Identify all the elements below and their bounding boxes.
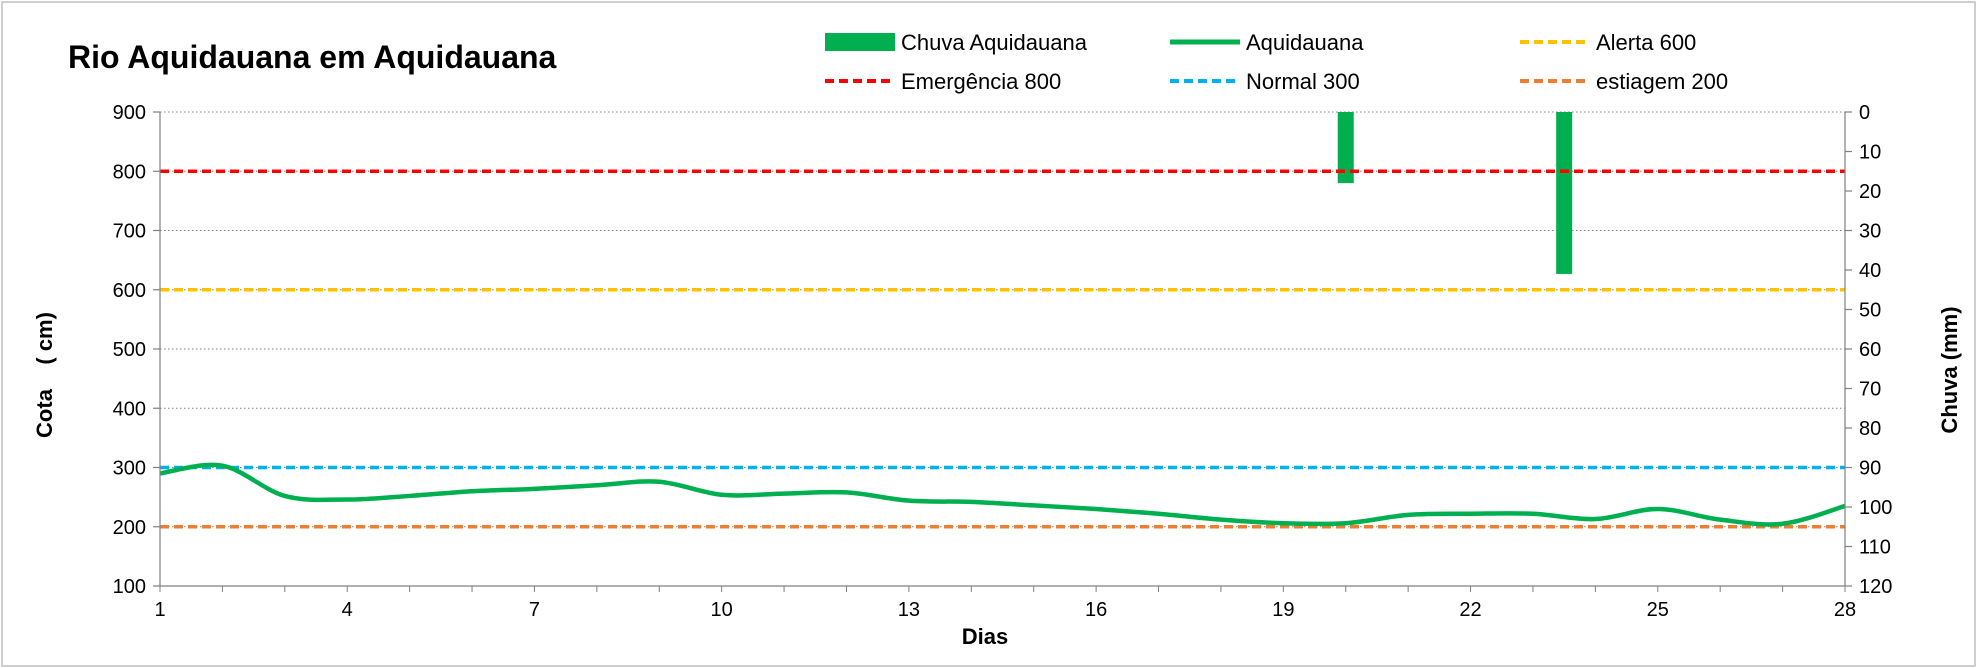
level-series — [159, 462, 1846, 527]
y2-tick-label: 0 — [1859, 102, 1870, 124]
legend-label: Normal 300 — [1246, 69, 1360, 94]
y2-tick-label: 70 — [1859, 379, 1881, 401]
legend-label: Alerta 600 — [1596, 30, 1696, 55]
y2-tick-label: 80 — [1859, 418, 1881, 440]
legend-label: estiagem 200 — [1596, 69, 1728, 94]
y-tick-label: 300 — [113, 458, 146, 480]
x-tick-label: 1 — [154, 599, 165, 621]
x-tick-label: 10 — [711, 599, 733, 621]
x-tick-label: 22 — [1459, 599, 1481, 621]
reference-lines — [160, 169, 1845, 529]
y2-tick-label: 110 — [1859, 537, 1891, 559]
y2-tick-label: 60 — [1859, 339, 1881, 361]
legend-label: Emergência 800 — [901, 69, 1061, 94]
x-tick-label: 16 — [1085, 599, 1107, 621]
y2-tick-label: 100 — [1859, 497, 1892, 519]
rain-bar — [1337, 112, 1354, 184]
y2-tick-label: 120 — [1859, 576, 1892, 598]
y2-tick-label: 40 — [1859, 260, 1881, 282]
chart-title: Rio Aquidauana em Aquidauana — [68, 39, 557, 75]
x-tick-label: 28 — [1834, 599, 1856, 621]
y-tick-label: 800 — [113, 161, 146, 183]
legend: Chuva Aquidauana Aquidauana Alerta 600 Emer… — [825, 30, 1728, 94]
y2-tick-label: 30 — [1859, 221, 1881, 243]
legend-swatch-rain — [825, 33, 895, 51]
y-tick-label: 600 — [113, 280, 146, 302]
y-tick-label: 900 — [113, 102, 146, 124]
x-tick-label: 25 — [1647, 599, 1669, 621]
x-tick-label: 7 — [529, 599, 540, 621]
y-tick-label: 100 — [113, 576, 146, 598]
y-tick-label: 200 — [113, 517, 146, 539]
y2-axis-title: Chuva (mm) — [1937, 306, 1962, 433]
x-tick-label: 19 — [1272, 599, 1294, 621]
y2-tick-label: 20 — [1859, 181, 1881, 203]
rain-bar — [1556, 112, 1573, 274]
y2-tick-label: 10 — [1859, 142, 1881, 164]
legend-label: Aquidauana — [1246, 30, 1364, 55]
y-tick-label: 700 — [113, 221, 146, 243]
axes: 100 200 300 400 500 600 700 800 900 0 10 20 30 40 50 60… — [113, 102, 1893, 621]
level-line — [159, 462, 1846, 527]
x-tick-label: 13 — [898, 599, 920, 621]
x-axis-title: Dias — [962, 624, 1008, 649]
rain-bars — [1337, 112, 1573, 274]
y-axis-title: Cota ( cm) — [32, 312, 57, 438]
y-tick-label: 400 — [113, 398, 146, 420]
x-tick-label: 4 — [342, 599, 353, 621]
y2-tick-label: 50 — [1859, 300, 1881, 322]
legend-label: Chuva Aquidauana — [901, 30, 1088, 55]
y2-tick-label: 90 — [1859, 458, 1881, 480]
y-tick-label: 500 — [113, 339, 146, 361]
